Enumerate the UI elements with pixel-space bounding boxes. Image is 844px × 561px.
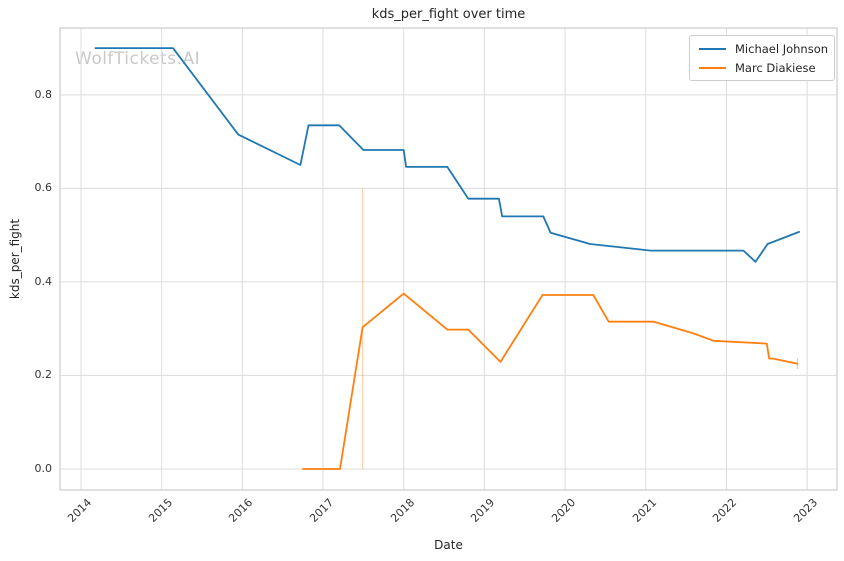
legend-label: Michael Johnson (735, 41, 829, 56)
axes-border (59, 27, 838, 491)
series-line-marc-diakiese (301, 292, 799, 470)
y-tick-label: 0.8 (34, 87, 53, 101)
legend-item-michael-johnson: Michael Johnson (699, 41, 829, 56)
legend: Michael Johnson Marc Diakiese (689, 35, 835, 81)
watermark: WolfTickets.AI (75, 49, 201, 69)
legend-line-sample-blue (699, 47, 726, 50)
series-line-michael-johnson (94, 47, 800, 263)
y-tick-label: 0.4 (34, 274, 53, 288)
legend-item-marc-diakiese: Marc Diakiese (699, 60, 825, 75)
legend-line-sample-orange (699, 66, 726, 69)
chart-title: kds_per_fight over time (371, 7, 526, 22)
y-tick-label: 0.6 (34, 181, 53, 195)
x-axis-label: Date (434, 538, 463, 552)
y-tick-label: 0.0 (34, 461, 53, 475)
legend-label: Marc Diakiese (735, 60, 816, 75)
y-tick-label: 0.2 (34, 368, 53, 382)
